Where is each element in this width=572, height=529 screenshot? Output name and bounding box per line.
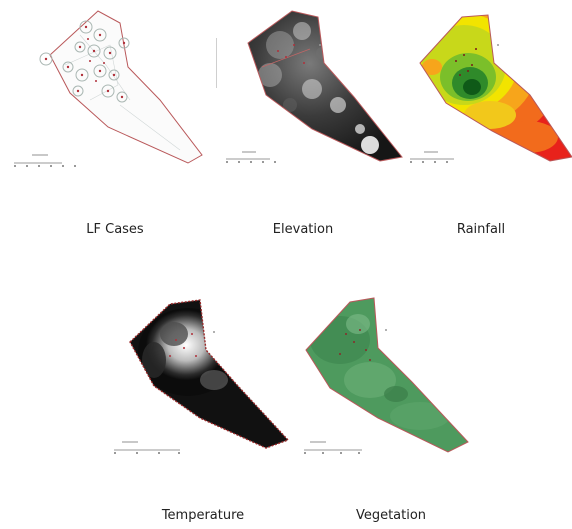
temperature-surface: [130, 300, 288, 448]
rainfall-surface: [420, 15, 572, 161]
rainfall-map: [410, 5, 572, 175]
case-buffers: [39, 20, 130, 103]
scale-bar: [226, 151, 270, 160]
scale-bar: [114, 441, 180, 451]
temperature-map: [110, 290, 295, 460]
caption-vegetation: Vegetation: [355, 508, 427, 523]
divider-line: [216, 38, 217, 88]
caption-lf-cases: LF Cases: [86, 222, 144, 237]
scale-bar: [304, 441, 362, 451]
scale-bar: [410, 151, 454, 160]
case-points: [44, 25, 126, 99]
vegetation-map: [300, 290, 475, 460]
lf-cases-boundary: [49, 10, 203, 164]
caption-rainfall: Rainfall: [456, 222, 506, 237]
elevation-map: [220, 5, 410, 175]
scale-bar: [14, 154, 62, 164]
caption-temperature: Temperature: [161, 508, 245, 523]
elevation-texture: [258, 22, 379, 154]
lf-cases-map: [10, 5, 210, 175]
vegetation-surface: [306, 298, 468, 452]
caption-elevation: Elevation: [272, 222, 334, 237]
